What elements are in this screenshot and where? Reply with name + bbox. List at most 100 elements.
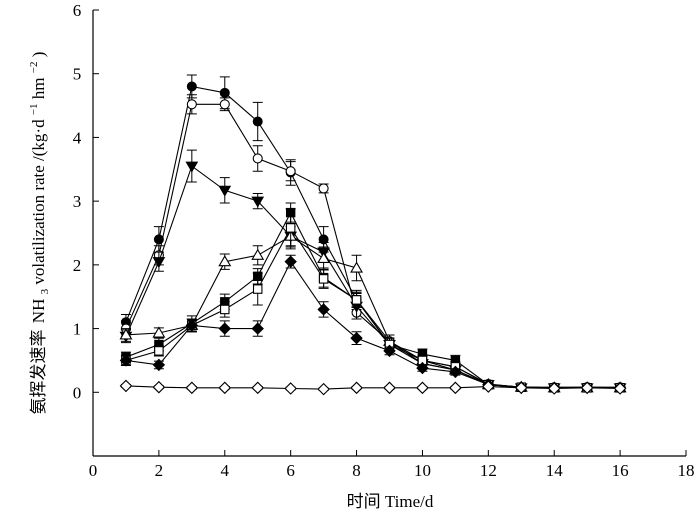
x-tick-label-3: 6 [286, 461, 295, 480]
axes [92, 10, 686, 457]
x-axis-title: 时间 Time/d [347, 492, 434, 511]
x-tick-label-7: 14 [546, 461, 564, 480]
series-open-square [120, 208, 626, 393]
series-layer [119, 74, 627, 396]
point-open-circle-5 [285, 166, 296, 177]
point-open-diamond-7 [350, 381, 363, 395]
point-filled-diamond-0 [119, 354, 133, 367]
series-line-filled-diamond [125, 260, 621, 389]
point-open-diamond-5 [284, 382, 297, 395]
y-axis-title-sub: 3 [39, 288, 51, 294]
series-open-triangle-up [119, 222, 627, 393]
point-filled-circle-1 [153, 234, 164, 245]
point-open-diamond-12 [514, 381, 528, 395]
point-filled-circle-3 [219, 87, 230, 98]
series-line-open-triangle-up [125, 235, 621, 389]
series-line-filled-circle [125, 85, 621, 388]
point-open-square-6 [318, 274, 329, 284]
y-ticks: 0 1 2 3 4 5 6 [73, 1, 99, 402]
point-filled-circle-2 [186, 81, 197, 92]
y-axis-title-cn: 氨挥发速率 [29, 329, 48, 414]
y-axis-title-rate: volatilization rate [29, 165, 48, 284]
point-open-diamond-10 [449, 381, 462, 395]
point-open-diamond-0 [119, 379, 133, 393]
point-open-diamond-8 [383, 381, 396, 395]
x-ticks: 0 2 4 6 8 10 12 14 16 18 [89, 450, 695, 480]
series-line-filled-square [125, 211, 621, 389]
series-filled-diamond [119, 254, 627, 395]
point-filled-triangle-down-3 [218, 185, 232, 197]
point-open-diamond-4 [251, 381, 265, 395]
point-filled-diamond-7 [350, 331, 363, 345]
point-open-triangle-up-0 [119, 328, 133, 340]
point-open-square-5 [285, 223, 296, 233]
point-open-circle-3 [219, 99, 230, 110]
x-tick-label-9: 18 [678, 461, 695, 480]
series-open-circle [120, 94, 626, 393]
point-filled-diamond-1 [152, 358, 166, 372]
point-open-circle-4 [252, 153, 263, 164]
point-open-square-1 [154, 346, 164, 356]
y-axis-title-unit: /(kg·d [29, 119, 48, 161]
x-tick-label-4: 8 [352, 461, 361, 480]
y-axis-title-nh: NH [29, 299, 48, 324]
x-tick-label-2: 4 [221, 461, 230, 480]
point-filled-circle-4 [252, 116, 263, 127]
point-filled-triangle-down-4 [251, 196, 265, 208]
y-tick-label-5: 5 [73, 65, 82, 84]
point-open-diamond-1 [152, 380, 166, 394]
series-filled-triangle-down [119, 149, 627, 395]
y-axis-title-close: ) [29, 52, 48, 58]
point-open-triangle-up-7 [350, 261, 364, 273]
y-axis-title-sup1: −1 [28, 103, 40, 115]
series-open-diamond [119, 379, 627, 396]
point-filled-diamond-5 [284, 255, 297, 268]
series-line-open-diamond [125, 385, 621, 390]
point-filled-diamond-10 [449, 365, 462, 379]
point-open-triangle-up-4 [251, 248, 265, 260]
y-tick-label-0: 0 [73, 383, 82, 402]
series-filled-square [120, 202, 626, 393]
point-open-diamond-9 [416, 381, 429, 395]
y-tick-label-3: 3 [73, 192, 82, 211]
y-axis-title: 氨挥发速率 NH 3 volatilization rate /(kg·d −1… [22, 52, 52, 415]
point-open-triangle-up-3 [218, 255, 232, 267]
point-open-diamond-15 [613, 382, 627, 395]
x-tick-label-1: 2 [155, 461, 164, 480]
x-tick-label-6: 12 [480, 461, 497, 480]
point-open-diamond-11 [482, 380, 495, 393]
y-axis-title-hm: hm [29, 77, 48, 99]
y-tick-label-1: 1 [73, 320, 82, 339]
point-filled-diamond-2 [185, 319, 199, 332]
point-open-diamond-3 [218, 381, 232, 395]
x-tick-label-0: 0 [89, 461, 98, 480]
series-line-filled-triangle-down [125, 165, 621, 389]
point-open-circle-2 [186, 99, 197, 110]
y-tick-label-4: 4 [73, 128, 82, 147]
point-open-diamond-13 [547, 382, 561, 395]
point-open-triangle-up-6 [317, 251, 331, 264]
x-tick-label-8: 16 [612, 461, 629, 480]
point-open-circle-6 [318, 183, 329, 194]
point-open-diamond-2 [185, 381, 199, 395]
point-filled-triangle-down-2 [185, 161, 199, 173]
y-tick-label-2: 2 [73, 256, 82, 275]
point-open-diamond-6 [317, 382, 330, 396]
point-open-square-3 [220, 304, 230, 315]
point-open-triangle-up-1 [152, 326, 166, 338]
point-filled-diamond-3 [218, 322, 231, 335]
point-filled-diamond-6 [317, 303, 330, 316]
series-line-open-square [125, 226, 621, 389]
point-filled-triangle-down-1 [152, 257, 166, 269]
y-tick-label-6: 6 [73, 1, 82, 20]
series-line-open-circle [125, 103, 621, 389]
point-open-square-7 [351, 295, 362, 305]
y-axis-title-sup2: −2 [28, 61, 40, 73]
point-filled-diamond-9 [416, 361, 429, 375]
point-filled-diamond-8 [383, 344, 396, 358]
point-filled-diamond-4 [251, 322, 264, 335]
point-open-diamond-14 [580, 381, 594, 395]
point-open-square-4 [252, 284, 263, 294]
x-tick-label-5: 10 [414, 461, 431, 480]
